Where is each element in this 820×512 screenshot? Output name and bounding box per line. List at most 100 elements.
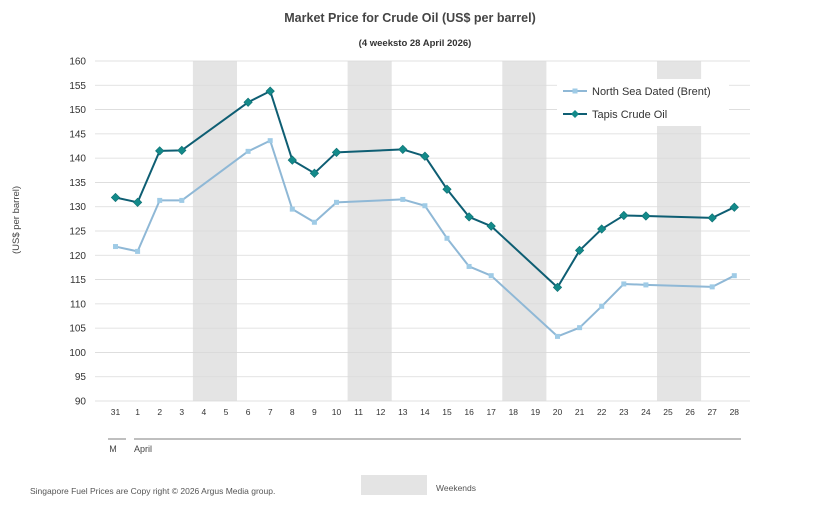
y-tick-label: 150 <box>69 105 86 116</box>
x-tick-label: 10 <box>332 407 342 417</box>
x-tick-label: 27 <box>707 407 717 417</box>
y-tick-label: 155 <box>69 81 86 92</box>
data-point <box>311 219 317 225</box>
weekends-legend-label: Weekends <box>436 483 476 493</box>
data-point <box>641 211 651 221</box>
x-tick-label: 17 <box>486 407 496 417</box>
x-tick-label: 1 <box>135 407 140 417</box>
data-point <box>555 333 560 339</box>
data-point <box>707 213 717 223</box>
data-point <box>442 184 452 194</box>
x-tick-label: 15 <box>442 407 452 417</box>
x-tick-label: 22 <box>597 407 607 417</box>
legend-label: North Sea Dated (Brent) <box>592 86 711 98</box>
data-point <box>420 151 430 161</box>
x-tick-label: 12 <box>376 407 386 417</box>
data-point <box>729 202 739 212</box>
x-tick-label: 7 <box>268 407 273 417</box>
legend: North Sea Dated (Brent) Tapis Crude Oil <box>557 80 729 126</box>
data-point <box>243 97 253 107</box>
y-tick-label: 115 <box>70 275 86 286</box>
data-point <box>486 221 496 231</box>
x-axis: 31 1 2 3 4 5 6 7 8 9 10 11 12 13 14 15 16 17 18 19 20 21 22 23 2… <box>108 407 741 454</box>
legend-marker <box>571 110 579 118</box>
data-point <box>113 244 118 250</box>
data-point <box>574 245 585 256</box>
y-tick-label: 95 <box>75 372 87 383</box>
series-group <box>110 86 739 339</box>
data-point <box>444 235 450 241</box>
y-axis: 90 95 100 105 110 115 120 125 130 135 140 145 150 155… <box>69 57 86 408</box>
y-tick-label: 100 <box>69 348 86 359</box>
x-tick-label: 23 <box>619 407 629 417</box>
data-point <box>709 284 715 290</box>
chart-title: Market Price for Crude Oil (US$ per barr… <box>284 11 535 25</box>
data-point <box>287 155 297 165</box>
x-tick-label: 26 <box>685 407 695 417</box>
data-point <box>621 281 627 287</box>
x-tick-label: 4 <box>202 407 207 417</box>
data-point <box>597 224 607 234</box>
data-point <box>466 263 472 269</box>
data-point <box>135 248 141 254</box>
y-axis-title: (US$ per barrel) <box>11 186 22 254</box>
y-tick-label: 140 <box>69 154 86 165</box>
x-tick-label: 21 <box>575 407 585 417</box>
data-point <box>132 197 143 207</box>
data-point <box>289 206 295 212</box>
data-point <box>599 303 605 309</box>
weekend-band <box>657 61 702 79</box>
x-tick-label: 14 <box>420 407 430 417</box>
data-point <box>643 282 649 288</box>
data-point <box>398 144 408 155</box>
x-tick-label: 3 <box>179 407 184 417</box>
y-tick-label: 90 <box>75 397 87 408</box>
weekends-legend-swatch <box>361 475 427 495</box>
month-label: M <box>109 444 117 454</box>
x-tick-label: 5 <box>224 407 229 417</box>
x-tick-label: 6 <box>246 407 251 417</box>
data-point <box>422 203 428 209</box>
data-point <box>177 145 187 155</box>
data-point <box>245 148 251 154</box>
data-point <box>731 273 737 279</box>
x-tick-label: 20 <box>553 407 563 417</box>
data-point <box>331 147 342 157</box>
grid-lines <box>95 60 750 402</box>
y-tick-label: 145 <box>69 129 86 140</box>
y-tick-label: 125 <box>69 227 86 238</box>
y-tick-label: 130 <box>69 202 86 213</box>
x-tick-label: 19 <box>531 407 541 417</box>
x-tick-label: 9 <box>312 407 317 417</box>
x-tick-label: 25 <box>663 407 673 417</box>
y-tick-label: 105 <box>69 324 86 335</box>
y-tick-label: 160 <box>69 57 86 68</box>
x-tick-label: 28 <box>730 407 740 417</box>
data-point <box>400 196 406 202</box>
x-tick-label: 31 <box>111 407 121 417</box>
x-tick-label: 8 <box>290 407 295 417</box>
x-tick-label: 18 <box>509 407 519 417</box>
data-point <box>157 197 163 203</box>
legend-label: Tapis Crude Oil <box>592 109 667 121</box>
data-point <box>577 325 583 331</box>
x-tick-label: 13 <box>398 407 408 417</box>
y-tick-label: 135 <box>69 178 86 189</box>
x-tick-label: 2 <box>157 407 162 417</box>
data-point <box>488 273 494 279</box>
month-label: April <box>134 444 152 454</box>
data-point <box>464 212 474 222</box>
legend-box <box>557 80 729 126</box>
copyright-text: Singapore Fuel Prices are Copy right © 2… <box>30 486 275 496</box>
data-point <box>619 210 629 221</box>
x-tick-label: 16 <box>464 407 474 417</box>
weekend-band <box>657 126 702 401</box>
x-tick-label: 24 <box>641 407 651 417</box>
y-tick-label: 110 <box>70 299 86 310</box>
chart-subtitle: (4 weeksto 28 April 2026) <box>359 38 472 49</box>
data-point <box>334 199 339 205</box>
data-point <box>155 146 165 156</box>
data-point <box>110 192 121 203</box>
data-point <box>179 197 185 203</box>
